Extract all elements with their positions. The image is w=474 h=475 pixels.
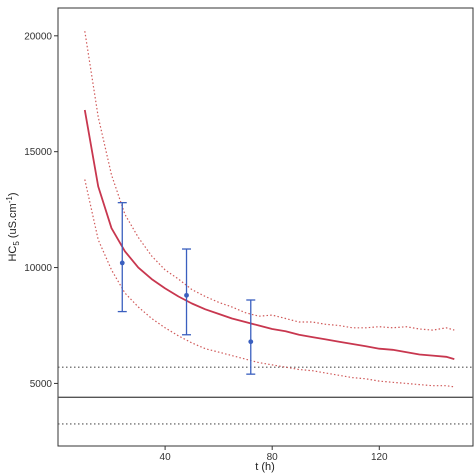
y-tick-label: 20000	[24, 31, 52, 42]
x-axis-title: t (h)	[255, 461, 275, 473]
error-bars	[117, 202, 256, 375]
y-tick-label: 5000	[30, 379, 53, 390]
x-axis: 40 80 120	[160, 446, 388, 463]
x-tick-label: 120	[371, 452, 388, 463]
reference-lines	[58, 366, 473, 425]
bound-curve-2	[84, 179, 455, 388]
series-lines	[83, 31, 455, 388]
x-tick-label: 40	[160, 452, 172, 463]
observed-point	[184, 292, 189, 298]
y-axis: 5000 10000 15000 20000	[24, 31, 58, 390]
bound-curve-1	[84, 31, 455, 331]
observed-point	[248, 339, 254, 345]
x-tick-label: 80	[267, 452, 279, 463]
median-curve	[83, 109, 455, 360]
y-axis-title: HC5 (uS.cm-1)	[5, 192, 21, 261]
y-tick-label: 10000	[24, 263, 52, 274]
y-tick-label: 15000	[24, 147, 52, 158]
plot-frame	[57, 7, 474, 447]
observed-point	[119, 260, 125, 266]
